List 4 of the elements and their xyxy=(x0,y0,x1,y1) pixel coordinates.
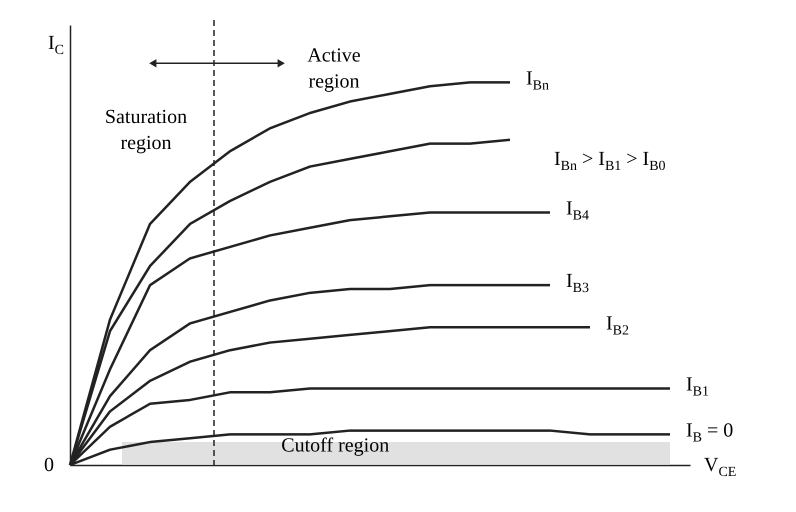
annotation: Saturation region xyxy=(104,106,188,154)
annotation: Active region xyxy=(307,44,361,93)
text: 0 xyxy=(44,454,54,476)
band-label: Cutoff region xyxy=(281,434,390,457)
